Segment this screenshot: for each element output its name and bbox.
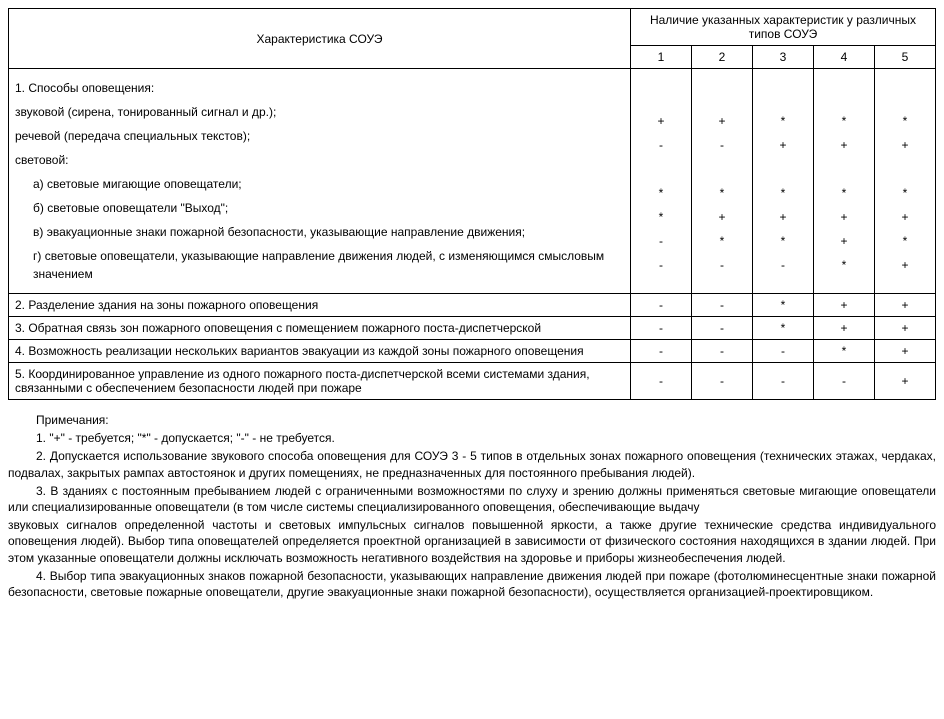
cell: + [875, 363, 936, 400]
cell: + [881, 136, 929, 154]
cell: * [753, 317, 814, 340]
cell: - [692, 317, 753, 340]
cell: + [875, 294, 936, 317]
note-2: 2. Допускается использование звукового с… [8, 448, 936, 480]
cell: + [875, 340, 936, 363]
cell: - [698, 136, 746, 154]
note-3b: звуковых сигналов определенной частоты и… [8, 517, 936, 566]
cell: + [759, 208, 807, 226]
col-4: 4 [814, 46, 875, 69]
cell: + [881, 208, 929, 226]
cell: - [692, 340, 753, 363]
cell: + [881, 256, 929, 274]
cell: * [698, 184, 746, 202]
cell: * [759, 184, 807, 202]
header-characteristic: Характеристика СОУЭ [9, 9, 631, 69]
row1-title: 1. Способы оповещения: [15, 79, 624, 97]
cell: * [881, 232, 929, 250]
cell: - [692, 363, 753, 400]
notes-title: Примечания: [8, 412, 936, 428]
soue-table: Характеристика СОУЭ Наличие указанных ха… [8, 8, 936, 400]
cell: * [820, 112, 868, 130]
cell: + [814, 317, 875, 340]
cell: + [637, 112, 685, 130]
cell: - [631, 294, 692, 317]
note-1: 1. "+" - требуется; "*" - допускается; "… [8, 430, 936, 446]
cell: * [637, 208, 685, 226]
row-1: 1. Способы оповещения: звуковой (сирена,… [9, 69, 936, 294]
row1-c3: в) эвакуационные знаки пожарной безопасн… [15, 223, 624, 241]
cell: + [820, 232, 868, 250]
row-5: 5. Координированное управление из одного… [9, 363, 936, 400]
header-presence: Наличие указанных характеристик у различ… [631, 9, 936, 46]
cell: * [759, 112, 807, 130]
cell: * [881, 112, 929, 130]
row-2: 2. Разделение здания на зоны пожарного о… [9, 294, 936, 317]
cell: - [753, 340, 814, 363]
cell: - [692, 294, 753, 317]
cell: - [631, 317, 692, 340]
cell: * [820, 184, 868, 202]
row1-c2: б) световые оповещатели "Выход"; [15, 199, 624, 217]
cell: * [814, 340, 875, 363]
row1-a: звуковой (сирена, тонированный сигнал и … [15, 103, 624, 121]
cell: - [698, 256, 746, 274]
cell: - [631, 363, 692, 400]
cell: + [759, 136, 807, 154]
cell: - [814, 363, 875, 400]
cell: - [631, 340, 692, 363]
col-2: 2 [692, 46, 753, 69]
cell: * [881, 184, 929, 202]
row1-c1: а) световые мигающие оповещатели; [15, 175, 624, 193]
row1-c4: г) световые оповещатели, указывающие нап… [15, 247, 624, 283]
row-3: 3. Обратная связь зон пожарного оповещен… [9, 317, 936, 340]
cell: + [875, 317, 936, 340]
cell: + [698, 112, 746, 130]
row5-label: 5. Координированное управление из одного… [9, 363, 631, 400]
col-3: 3 [753, 46, 814, 69]
notes-block: Примечания: 1. "+" - требуется; "*" - до… [8, 412, 936, 600]
cell: - [637, 232, 685, 250]
col-1: 1 [631, 46, 692, 69]
col-5: 5 [875, 46, 936, 69]
row4-label: 4. Возможность реализации нескольких вар… [9, 340, 631, 363]
cell: - [637, 136, 685, 154]
cell: * [753, 294, 814, 317]
note-3a: 3. В зданиях с постоянным пребыванием лю… [8, 483, 936, 515]
cell: + [814, 294, 875, 317]
row-4: 4. Возможность реализации нескольких вар… [9, 340, 936, 363]
cell: * [637, 184, 685, 202]
row2-label: 2. Разделение здания на зоны пожарного о… [9, 294, 631, 317]
cell: * [698, 232, 746, 250]
cell: + [820, 208, 868, 226]
cell: * [759, 232, 807, 250]
cell: - [753, 363, 814, 400]
cell: - [759, 256, 807, 274]
row1-c: световой: [15, 151, 624, 169]
cell: + [820, 136, 868, 154]
cell: * [820, 256, 868, 274]
cell: + [698, 208, 746, 226]
cell: - [637, 256, 685, 274]
row1-b: речевой (передача специальных текстов); [15, 127, 624, 145]
row3-label: 3. Обратная связь зон пожарного оповещен… [9, 317, 631, 340]
note-4: 4. Выбор типа эвакуационных знаков пожар… [8, 568, 936, 600]
